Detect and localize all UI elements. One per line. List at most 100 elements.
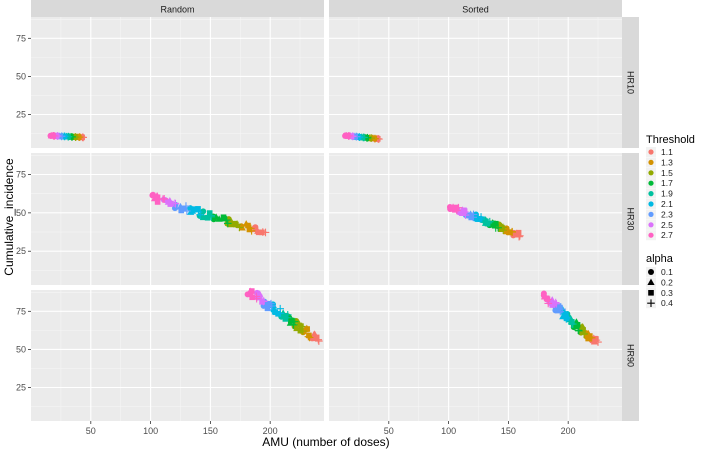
data-point <box>297 322 306 331</box>
data-point <box>212 213 220 220</box>
legend-swatch <box>648 159 654 165</box>
panel-sorted-hr90 <box>329 290 622 421</box>
data-point <box>50 132 59 140</box>
data-point <box>314 335 323 344</box>
data-point <box>461 211 470 219</box>
data-point <box>461 208 469 216</box>
data-point <box>516 232 524 240</box>
legend-swatch <box>648 222 654 228</box>
data-point <box>491 224 500 232</box>
facet-strip-sorted <box>329 0 622 17</box>
data-point <box>508 228 517 236</box>
legend-swatch <box>648 201 654 207</box>
facet-strip-label: HR30 <box>626 207 636 230</box>
data-point <box>549 302 556 308</box>
data-point <box>484 220 491 227</box>
data-point <box>246 226 253 233</box>
data-point <box>562 313 571 322</box>
panel-sorted-hr10 <box>329 17 622 148</box>
legend-threshold-item: 1.5 <box>646 167 673 178</box>
data-point <box>477 215 485 223</box>
legend-threshold-item: 1.1 <box>646 147 673 157</box>
legend-alpha-item: 0.2 <box>646 277 673 288</box>
data-point <box>574 326 582 335</box>
x-tick-label: 50 <box>86 426 96 436</box>
y-tick-label: 50 <box>16 208 26 218</box>
legend-swatch <box>648 211 654 217</box>
data-point <box>469 213 477 222</box>
data-point <box>585 335 591 342</box>
legend-shape-plus <box>647 299 655 307</box>
data-point <box>580 327 586 333</box>
data-point <box>304 332 313 341</box>
data-point <box>154 194 161 201</box>
data-point <box>563 311 569 318</box>
data-point <box>259 228 267 236</box>
y-tick-label: 75 <box>16 306 26 316</box>
data-point <box>499 226 508 235</box>
panel-background <box>31 17 324 148</box>
data-point <box>245 222 251 229</box>
data-point <box>215 215 223 222</box>
legend-swatch <box>648 180 654 186</box>
facet-strip-label: HR90 <box>626 344 636 367</box>
data-point <box>592 336 601 344</box>
legend-threshold-label: 1.3 <box>661 157 673 167</box>
data-point <box>299 327 307 335</box>
legend-shape-circle <box>648 269 654 275</box>
data-point <box>371 134 379 143</box>
data-point <box>249 294 255 301</box>
data-point <box>543 295 550 302</box>
panel-background <box>31 153 324 285</box>
legend-alpha-label: 0.1 <box>661 267 673 277</box>
data-point <box>453 206 461 215</box>
data-point <box>515 232 523 241</box>
legend-threshold-title: Threshold <box>646 134 695 146</box>
data-point <box>575 327 583 335</box>
legend-threshold-item: 1.7 <box>646 178 673 189</box>
data-point <box>288 317 295 324</box>
data-point <box>580 330 588 339</box>
data-point <box>222 216 231 224</box>
legend-shape-square <box>648 290 654 296</box>
facet-strip-hr90 <box>622 290 639 421</box>
x-tick-label: 150 <box>501 426 516 436</box>
data-point <box>461 207 467 214</box>
data-point <box>282 312 289 319</box>
data-point <box>313 334 320 341</box>
legend-alpha-item: 0.1 <box>646 267 673 277</box>
data-point <box>568 319 575 325</box>
data-point <box>194 208 203 216</box>
y-tick-label: 50 <box>16 344 26 354</box>
panel-random-hr30 <box>31 153 324 285</box>
data-point <box>289 321 298 329</box>
legend-threshold-item: 2.1 <box>646 199 673 209</box>
legend-threshold-label: 1.1 <box>661 147 673 157</box>
facet-strip-hr10 <box>622 17 639 148</box>
data-point <box>204 214 211 221</box>
y-tick-label: 25 <box>16 109 26 119</box>
data-point <box>178 207 185 214</box>
data-point <box>557 304 563 311</box>
y-axis-title: Cumulative_incidence <box>2 158 16 276</box>
legend-threshold-item: 1.9 <box>646 188 673 199</box>
data-point <box>272 309 279 315</box>
data-point <box>233 220 241 229</box>
panel-background <box>329 17 622 148</box>
data-point <box>568 320 576 328</box>
data-point <box>290 317 299 326</box>
x-tick-label: 200 <box>561 426 576 436</box>
facet-strip-random <box>31 0 324 17</box>
legend-threshold-label: 2.1 <box>661 199 673 209</box>
legend-swatch <box>648 232 654 238</box>
legend-alpha-item: 0.3 <box>646 287 673 298</box>
panel-background <box>329 290 622 421</box>
data-point <box>154 199 161 205</box>
legend-swatch <box>648 191 654 197</box>
legend-threshold-label: 1.5 <box>661 168 673 178</box>
x-tick-label: 200 <box>263 426 278 436</box>
data-point <box>248 288 255 294</box>
legend-threshold-label: 2.3 <box>661 209 673 219</box>
data-point <box>594 338 602 346</box>
